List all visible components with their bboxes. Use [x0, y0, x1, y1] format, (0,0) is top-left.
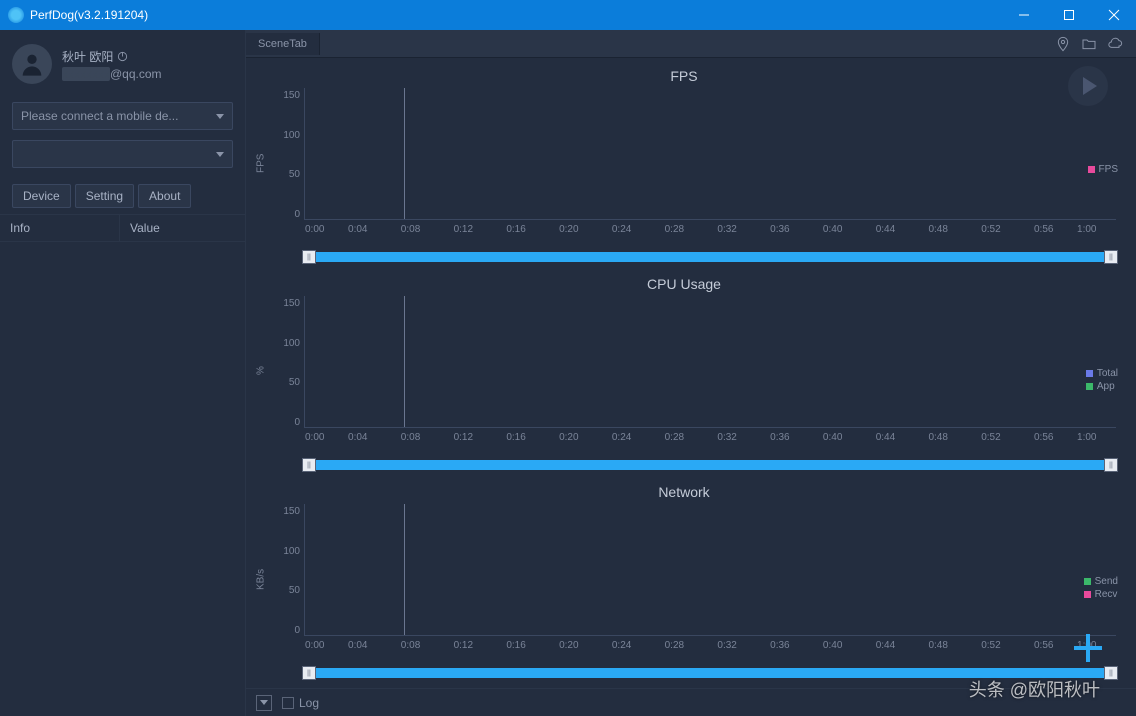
slider-handle-left[interactable]: || — [302, 250, 316, 264]
time-marker — [404, 504, 405, 635]
time-slider[interactable]: || || — [304, 460, 1116, 470]
time-marker — [404, 88, 405, 219]
play-button[interactable] — [1068, 66, 1108, 106]
cloud-icon[interactable] — [1106, 35, 1124, 53]
info-table-header: Info Value — [0, 214, 245, 242]
plot-area: FPS0:000:040:080:120:160:200:240:280:320… — [304, 88, 1116, 220]
legend-item: FPS — [1088, 164, 1118, 175]
scene-tab[interactable]: SceneTab — [246, 33, 320, 55]
chart-fps: FPSFPS150100500FPS0:000:040:080:120:160:… — [252, 64, 1116, 262]
app-icon — [8, 7, 24, 23]
legend-item: App — [1086, 381, 1118, 392]
expand-toggle[interactable] — [256, 695, 272, 711]
y-ticks: 150100500 — [270, 504, 304, 654]
folder-icon[interactable] — [1080, 35, 1098, 53]
y-axis-label: % — [252, 296, 270, 446]
slider-handle-left[interactable]: || — [302, 666, 316, 680]
tab-about[interactable]: About — [138, 184, 191, 208]
titlebar: PerfDog(v3.2.191204) — [0, 0, 1136, 30]
avatar — [12, 44, 52, 84]
info-col-value: Value — [120, 215, 170, 241]
y-ticks: 150100500 — [270, 296, 304, 446]
chart-network: NetworkKB/s150100500 Send Recv 0:000:040:08… — [252, 480, 1116, 678]
device-dropdown[interactable]: Please connect a mobile de... — [12, 102, 233, 130]
charts-area: FPSFPS150100500FPS0:000:040:080:120:160:… — [246, 58, 1136, 688]
time-slider[interactable]: || || — [304, 668, 1116, 678]
close-button[interactable] — [1091, 0, 1136, 30]
plot-area: SendRecv0:000:040:080:120:160:200:240:28… — [304, 504, 1116, 636]
y-ticks: 150100500 — [270, 88, 304, 238]
legend: FPS — [1088, 164, 1118, 175]
x-ticks: 0:000:040:080:120:160:200:240:280:320:36… — [305, 640, 1116, 651]
time-slider[interactable]: || || — [304, 252, 1116, 262]
slider-handle-right[interactable]: || — [1104, 666, 1118, 680]
x-ticks: 0:000:040:080:120:160:200:240:280:320:36… — [305, 432, 1116, 443]
slider-handle-left[interactable]: || — [302, 458, 316, 472]
location-icon[interactable] — [1054, 35, 1072, 53]
log-checkbox[interactable]: Log — [282, 696, 319, 710]
info-table-body — [0, 242, 245, 716]
chart-title: CPU Usage — [252, 272, 1116, 296]
user-email: xxxxxxxx@qq.com — [62, 67, 162, 81]
slider-handle-right[interactable]: || — [1104, 250, 1118, 264]
legend-item: Send — [1084, 576, 1118, 587]
plot-area: TotalApp0:000:040:080:120:160:200:240:28… — [304, 296, 1116, 428]
user-block: 秋叶 欧阳 xxxxxxxx@qq.com — [0, 30, 245, 102]
slider-handle-right[interactable]: || — [1104, 458, 1118, 472]
tab-device[interactable]: Device — [12, 184, 71, 208]
user-name: 秋叶 欧阳 — [62, 48, 113, 65]
legend: Total App — [1086, 368, 1118, 392]
x-ticks: 0:000:040:080:120:160:200:240:280:320:36… — [305, 224, 1116, 235]
power-icon — [117, 51, 128, 62]
app-title: PerfDog(v3.2.191204) — [30, 8, 1001, 22]
minimize-button[interactable] — [1001, 0, 1046, 30]
legend-item: Recv — [1084, 589, 1118, 600]
sidebar: 秋叶 欧阳 xxxxxxxx@qq.com Please connect a m… — [0, 30, 246, 716]
info-col-info: Info — [0, 215, 120, 241]
legend: Send Recv — [1084, 576, 1118, 600]
time-marker — [404, 296, 405, 427]
app-dropdown[interactable] — [12, 140, 233, 168]
y-axis-label: KB/s — [252, 504, 270, 654]
add-chart-button[interactable] — [1070, 630, 1106, 666]
maximize-button[interactable] — [1046, 0, 1091, 30]
tab-setting[interactable]: Setting — [75, 184, 134, 208]
chart-title: FPS — [252, 64, 1116, 88]
chart-title: Network — [252, 480, 1116, 504]
main-panel: SceneTab FPSFPS150100500FPS0:000:040:080… — [246, 30, 1136, 716]
bottom-bar: Log — [246, 688, 1136, 716]
chart-cpu-usage: CPU Usage%150100500 Total App 0:000:040:080… — [252, 272, 1116, 470]
y-axis-label: FPS — [252, 88, 270, 238]
legend-item: Total — [1086, 368, 1118, 379]
